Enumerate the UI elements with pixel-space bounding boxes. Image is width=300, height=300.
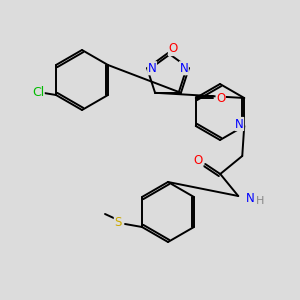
Text: N: N — [179, 62, 188, 75]
Text: O: O — [168, 43, 178, 56]
Text: O: O — [216, 92, 225, 104]
Text: N: N — [148, 62, 157, 75]
Text: N: N — [246, 193, 255, 206]
Text: H: H — [256, 196, 264, 206]
Text: N: N — [235, 118, 244, 130]
Text: O: O — [194, 154, 203, 166]
Text: Cl: Cl — [32, 85, 44, 98]
Text: S: S — [114, 215, 122, 229]
